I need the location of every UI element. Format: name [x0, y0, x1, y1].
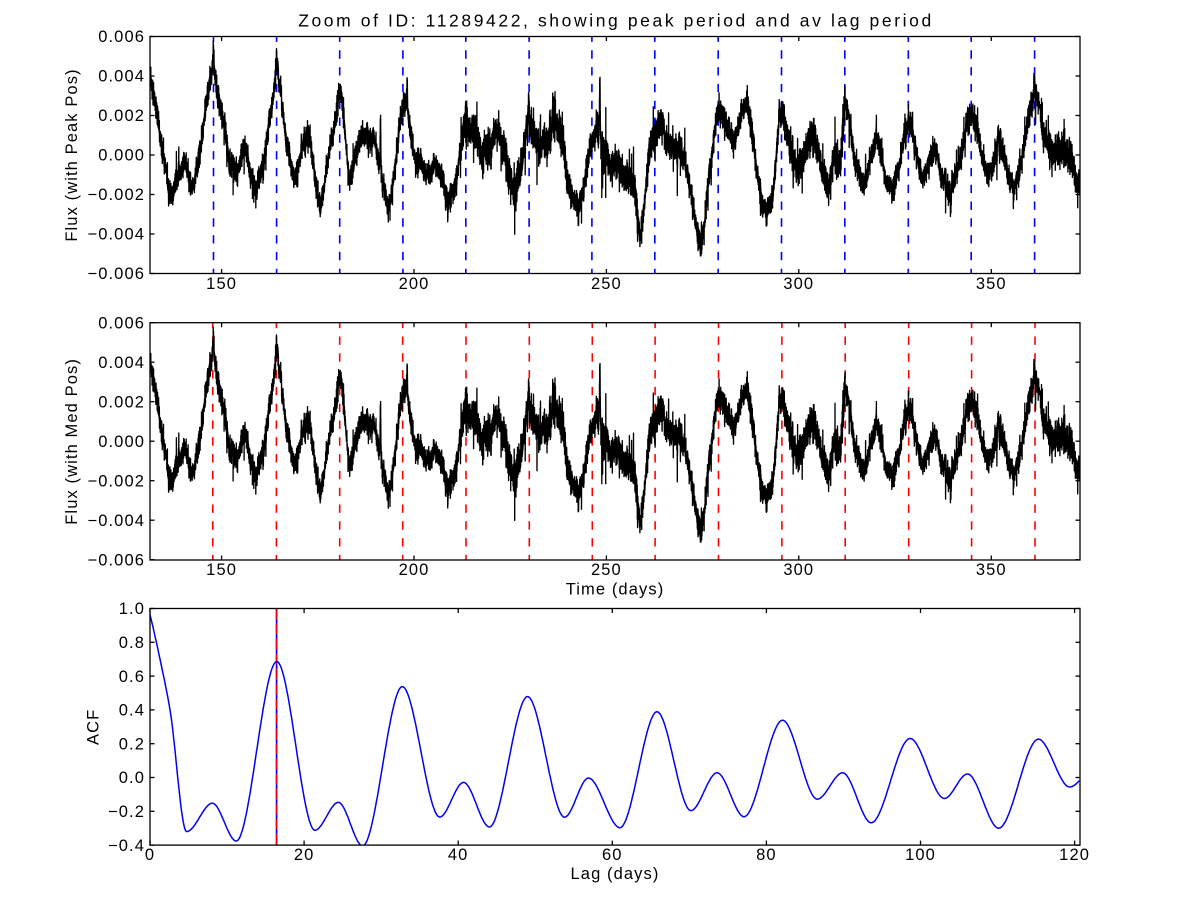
svg-text:80: 80: [756, 846, 777, 864]
svg-text:0.000: 0.000: [98, 433, 145, 451]
svg-text:1.0: 1.0: [119, 600, 145, 618]
svg-text:Flux (with Peak Pos): Flux (with Peak Pos): [63, 68, 81, 241]
svg-text:120: 120: [1059, 846, 1090, 864]
svg-text:−0.002: −0.002: [87, 186, 145, 204]
svg-text:150: 150: [206, 275, 237, 293]
svg-text:−0.004: −0.004: [87, 226, 145, 244]
svg-text:−0.006: −0.006: [87, 265, 145, 283]
svg-text:0.6: 0.6: [119, 668, 145, 686]
svg-text:0.8: 0.8: [119, 634, 145, 652]
svg-text:250: 250: [591, 561, 622, 579]
svg-text:200: 200: [399, 275, 430, 293]
svg-text:300: 300: [783, 275, 814, 293]
svg-text:−0.4: −0.4: [108, 837, 145, 855]
svg-text:0.006: 0.006: [98, 314, 145, 332]
svg-text:Time (days): Time (days): [566, 581, 665, 599]
svg-text:60: 60: [602, 846, 623, 864]
svg-text:0.002: 0.002: [98, 393, 145, 411]
svg-text:−0.004: −0.004: [87, 512, 145, 530]
svg-text:250: 250: [591, 275, 622, 293]
svg-text:200: 200: [399, 561, 430, 579]
svg-text:100: 100: [905, 846, 936, 864]
svg-text:0.000: 0.000: [98, 147, 145, 165]
svg-text:0.4: 0.4: [119, 702, 145, 720]
svg-text:−0.002: −0.002: [87, 472, 145, 490]
svg-text:0.006: 0.006: [98, 28, 145, 46]
svg-text:40: 40: [448, 846, 469, 864]
svg-text:0.0: 0.0: [119, 769, 145, 787]
svg-text:0.004: 0.004: [98, 354, 145, 372]
svg-text:150: 150: [206, 561, 237, 579]
svg-text:20: 20: [294, 846, 315, 864]
svg-text:0.002: 0.002: [98, 107, 145, 125]
svg-text:350: 350: [976, 275, 1007, 293]
svg-text:−0.006: −0.006: [87, 551, 145, 569]
svg-text:Flux (with Med Pos): Flux (with Med Pos): [63, 358, 81, 525]
svg-text:Zoom of ID: 11289422, showing: Zoom of ID: 11289422, showing peak perio…: [298, 11, 934, 31]
svg-text:350: 350: [976, 561, 1007, 579]
svg-text:0.004: 0.004: [98, 68, 145, 86]
svg-text:300: 300: [783, 561, 814, 579]
svg-text:−0.2: −0.2: [108, 803, 145, 821]
svg-text:0.2: 0.2: [119, 735, 145, 753]
svg-text:0: 0: [145, 846, 155, 864]
svg-text:ACF: ACF: [85, 709, 103, 745]
svg-text:Lag (days): Lag (days): [571, 865, 660, 883]
